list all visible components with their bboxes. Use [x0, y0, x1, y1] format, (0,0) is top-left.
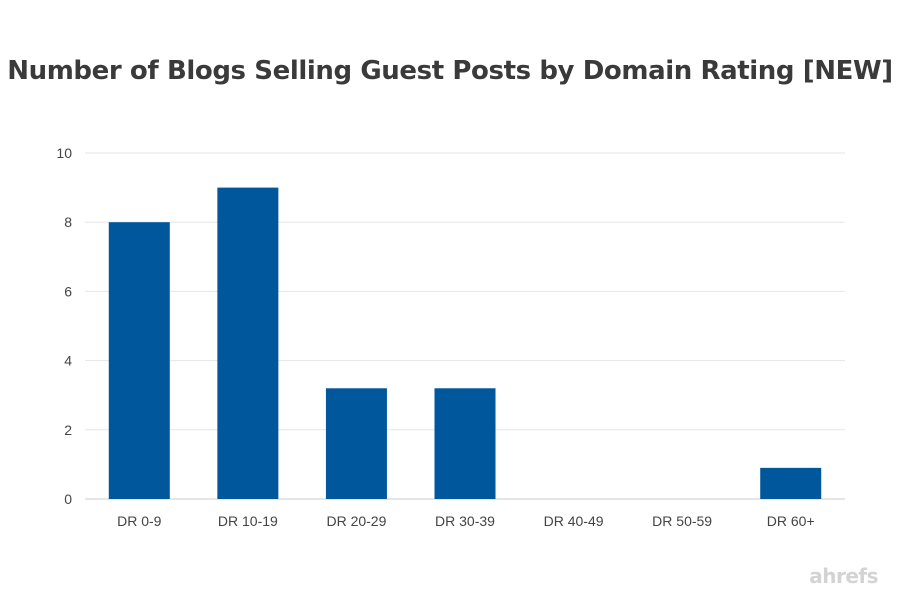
x-tick-label: DR 60+ [767, 513, 815, 529]
chart-title: Number of Blogs Selling Guest Posts by D… [7, 56, 893, 86]
bar [434, 388, 496, 499]
y-axis-tick-labels: 0 2 4 6 8 10 [56, 145, 72, 507]
ahrefs-watermark-logo: ahrefs [809, 564, 878, 588]
y-tick-label: 4 [64, 353, 72, 369]
x-tick-label: DR 40-49 [544, 513, 604, 529]
y-tick-label: 6 [64, 283, 72, 299]
x-tick-label: DR 10-19 [218, 513, 278, 529]
x-axis-tick-labels: DR 0-9 DR 10-19 DR 20-29 DR 30-39 DR 40-49 DR… [117, 513, 815, 529]
bars [108, 187, 822, 499]
x-tick-label: DR 30-39 [435, 513, 495, 529]
x-tick-label: DR 20-29 [326, 513, 386, 529]
y-tick-label: 10 [56, 145, 72, 161]
y-tick-label: 8 [64, 214, 72, 230]
x-tick-label: DR 50-59 [652, 513, 712, 529]
bar [217, 187, 279, 499]
bar [760, 467, 822, 499]
y-tick-label: 0 [64, 491, 72, 507]
y-tick-label: 2 [64, 422, 72, 438]
bar [108, 222, 170, 499]
bar [325, 388, 387, 499]
x-tick-label: DR 0-9 [117, 513, 162, 529]
